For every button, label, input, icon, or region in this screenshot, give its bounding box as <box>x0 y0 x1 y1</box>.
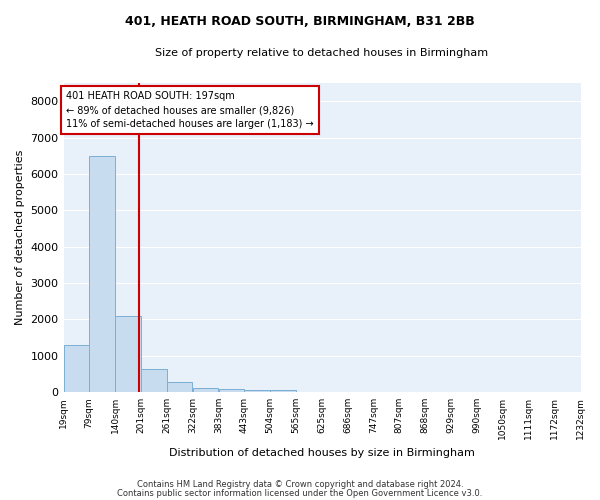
Bar <box>244 390 270 392</box>
Y-axis label: Number of detached properties: Number of detached properties <box>15 150 25 326</box>
Bar <box>115 316 140 392</box>
Bar <box>89 156 115 392</box>
Bar <box>167 382 192 392</box>
Text: Contains public sector information licensed under the Open Government Licence v3: Contains public sector information licen… <box>118 488 482 498</box>
Text: Contains HM Land Registry data © Crown copyright and database right 2024.: Contains HM Land Registry data © Crown c… <box>137 480 463 489</box>
Text: 401 HEATH ROAD SOUTH: 197sqm
← 89% of detached houses are smaller (9,826)
11% of: 401 HEATH ROAD SOUTH: 197sqm ← 89% of de… <box>66 91 314 129</box>
Bar <box>141 368 167 392</box>
Bar <box>193 388 218 392</box>
X-axis label: Distribution of detached houses by size in Birmingham: Distribution of detached houses by size … <box>169 448 475 458</box>
Bar <box>270 390 296 392</box>
Text: 401, HEATH ROAD SOUTH, BIRMINGHAM, B31 2BB: 401, HEATH ROAD SOUTH, BIRMINGHAM, B31 2… <box>125 15 475 28</box>
Title: Size of property relative to detached houses in Birmingham: Size of property relative to detached ho… <box>155 48 488 58</box>
Bar <box>218 390 244 392</box>
Bar <box>64 345 89 392</box>
